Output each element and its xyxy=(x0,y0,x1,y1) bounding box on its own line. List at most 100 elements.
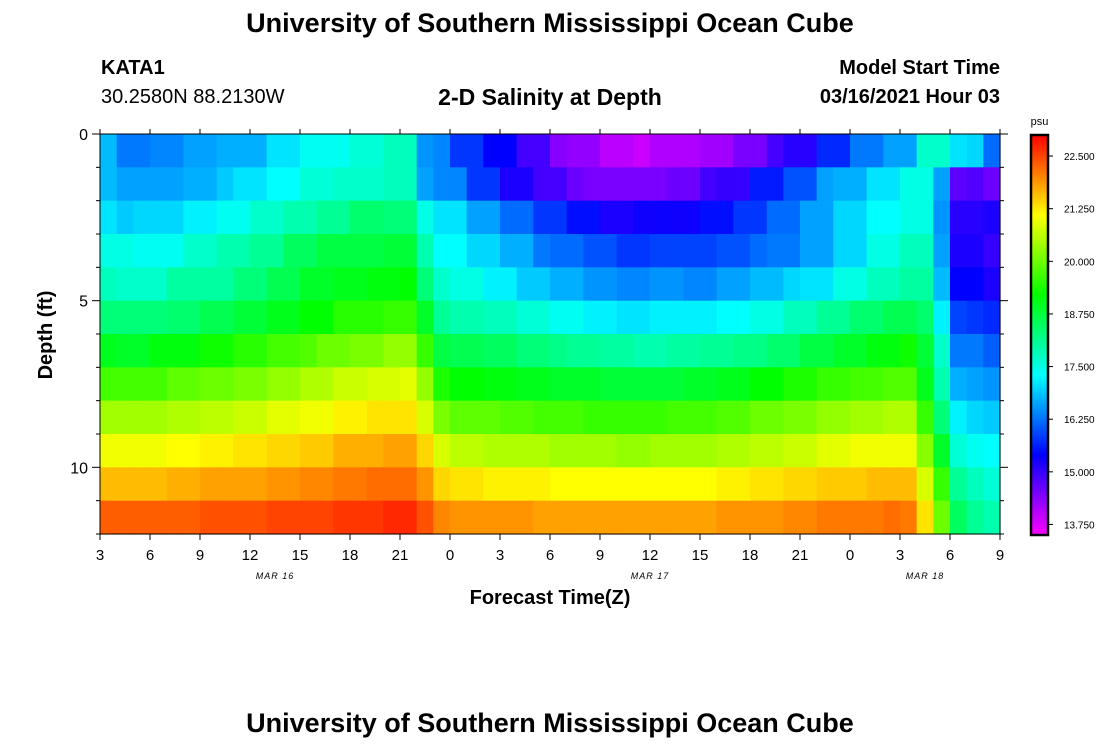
heatmap-cell xyxy=(716,500,734,535)
heatmap-cell xyxy=(933,300,951,335)
heatmap-cell xyxy=(333,334,351,368)
heatmap-cell xyxy=(316,167,334,202)
x-tick-label: 0 xyxy=(446,547,454,564)
heatmap-cell xyxy=(616,200,634,235)
heatmap-cell xyxy=(900,134,918,168)
heatmap-cell xyxy=(900,334,918,368)
heatmap-cell xyxy=(583,267,601,302)
heatmap-cell xyxy=(183,300,201,335)
heatmap-cell xyxy=(900,167,918,202)
heatmap-cell xyxy=(833,434,851,468)
heatmap-cell xyxy=(316,367,334,402)
heatmap-cell xyxy=(716,434,734,468)
heatmap-cell xyxy=(466,467,484,502)
heatmap-cell xyxy=(666,200,684,235)
heatmap-cell xyxy=(216,300,234,335)
heatmap-cell xyxy=(200,267,218,302)
heatmap-cell xyxy=(383,200,401,235)
heatmap-cell xyxy=(966,300,984,335)
heatmap-cell xyxy=(850,334,868,368)
heatmap-cell xyxy=(633,334,651,368)
heatmap-cell xyxy=(533,167,551,202)
heatmap-cell xyxy=(650,467,668,502)
model-start-label: Model Start Time xyxy=(839,57,1000,79)
heatmap-cell xyxy=(650,267,668,302)
heatmap-cell xyxy=(666,367,684,402)
heatmap-cell xyxy=(483,434,501,468)
heatmap-cell xyxy=(366,367,384,402)
heatmap-cell xyxy=(866,367,884,402)
heatmap-cell xyxy=(500,400,518,435)
heatmap-cell xyxy=(600,300,618,335)
heatmap-cell xyxy=(866,467,884,502)
heatmap-cell xyxy=(266,500,284,535)
heatmap-cell xyxy=(350,367,368,402)
heatmap-cell xyxy=(666,134,684,168)
heatmap-cell xyxy=(950,134,968,168)
heatmap-cell xyxy=(733,400,751,435)
heatmap-cell xyxy=(283,167,301,202)
heatmap-cell xyxy=(250,434,268,468)
x-tick-label: 6 xyxy=(146,547,154,564)
heatmap-cell xyxy=(366,134,384,168)
heatmap-cell xyxy=(600,334,618,368)
heatmap-cell xyxy=(716,334,734,368)
heatmap-cell xyxy=(516,134,534,168)
heatmap-cell xyxy=(283,467,301,502)
heatmap-cell xyxy=(750,167,768,202)
heatmap-cell xyxy=(450,234,468,268)
heatmap-cell xyxy=(783,267,801,302)
heatmap-cell xyxy=(883,267,901,302)
y-tick-label: 0 xyxy=(79,127,88,144)
heatmap-cell xyxy=(600,500,618,535)
heatmap-cell xyxy=(883,367,901,402)
heatmap-cell xyxy=(766,434,784,468)
heatmap-cells xyxy=(100,134,1001,535)
colorbar-tick-label: 13.750 xyxy=(1064,520,1095,531)
heatmap-cell xyxy=(483,334,501,368)
heatmap-cell xyxy=(683,300,701,335)
page-title: University of Southern Mississippi Ocean… xyxy=(246,8,854,38)
heatmap-cell xyxy=(300,367,318,402)
heatmap-cell xyxy=(766,467,784,502)
heatmap-cell xyxy=(283,300,301,335)
heatmap-cell xyxy=(433,367,451,402)
heatmap-cell xyxy=(983,267,1001,302)
heatmap-cell xyxy=(883,434,901,468)
heatmap-cell xyxy=(600,200,618,235)
heatmap-cell xyxy=(950,467,968,502)
x-tick-label: 3 xyxy=(96,547,104,564)
heatmap-cell xyxy=(733,267,751,302)
heatmap-cell xyxy=(933,500,951,535)
heatmap-cell xyxy=(566,334,584,368)
heatmap-cell xyxy=(550,200,568,235)
heatmap-cell xyxy=(883,167,901,202)
heatmap-cell xyxy=(333,467,351,502)
heatmap-cell xyxy=(300,134,318,168)
heatmap-cell xyxy=(300,234,318,268)
x-tick-label: 18 xyxy=(742,547,759,564)
heatmap-cell xyxy=(766,167,784,202)
heatmap-cell xyxy=(550,400,568,435)
heatmap-cell xyxy=(150,367,168,402)
heatmap-cell xyxy=(783,434,801,468)
heatmap-cell xyxy=(466,400,484,435)
heatmap-cell xyxy=(516,400,534,435)
heatmap-cell xyxy=(116,500,134,535)
heatmap-cell xyxy=(650,234,668,268)
heatmap-cell xyxy=(550,434,568,468)
heatmap-cell xyxy=(266,400,284,435)
heatmap-cell xyxy=(283,367,301,402)
heatmap-cell xyxy=(350,400,368,435)
heatmap-cell xyxy=(816,400,834,435)
heatmap-cell xyxy=(800,300,818,335)
heatmap-cell xyxy=(383,500,401,535)
heatmap-cell xyxy=(933,200,951,235)
heatmap-cell xyxy=(550,500,568,535)
heatmap-cell xyxy=(483,367,501,402)
heatmap-cell xyxy=(716,267,734,302)
heatmap-cell xyxy=(633,200,651,235)
heatmap-cell xyxy=(616,334,634,368)
heatmap-cell xyxy=(533,400,551,435)
heatmap-cell xyxy=(316,234,334,268)
